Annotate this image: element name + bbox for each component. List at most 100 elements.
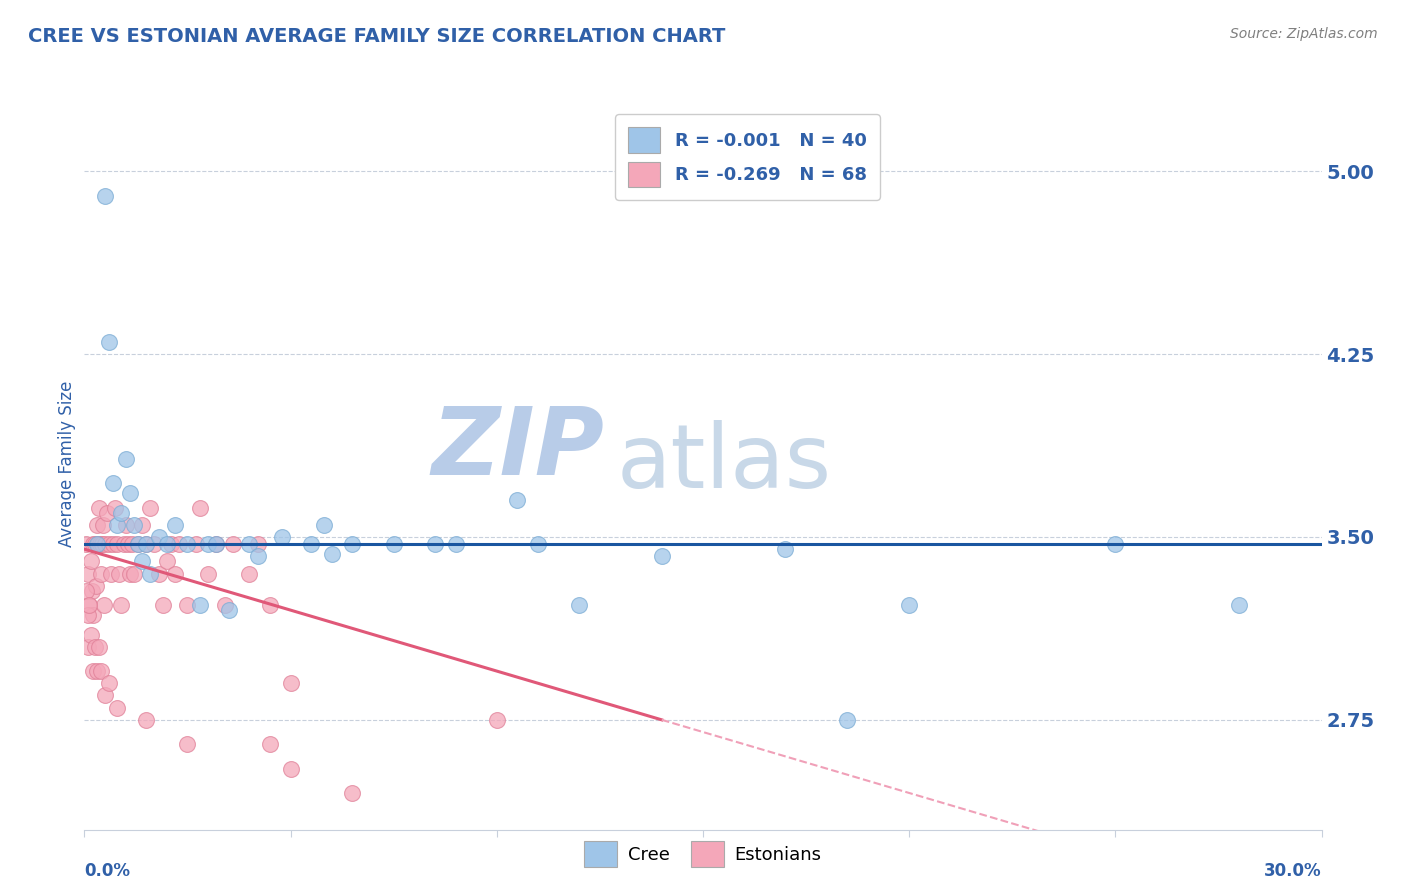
Point xyxy=(121,537,143,551)
Point xyxy=(91,517,114,532)
Point xyxy=(117,537,139,551)
Point xyxy=(139,566,162,581)
Point xyxy=(156,554,179,568)
Point xyxy=(280,676,302,690)
Point xyxy=(103,476,125,491)
Point xyxy=(342,786,364,800)
Point xyxy=(135,537,157,551)
Point xyxy=(165,566,187,581)
Point xyxy=(80,583,103,598)
Point xyxy=(105,700,128,714)
Point xyxy=(98,537,121,551)
Legend: Cree, Estonians: Cree, Estonians xyxy=(578,834,828,874)
Point xyxy=(222,537,245,551)
Point xyxy=(94,188,117,202)
Point xyxy=(238,566,260,581)
Point xyxy=(83,640,105,654)
Point xyxy=(568,599,591,613)
Point xyxy=(79,599,101,613)
Point xyxy=(76,607,98,622)
Point xyxy=(118,486,141,500)
Point xyxy=(152,599,174,613)
Point xyxy=(176,537,198,551)
Point xyxy=(105,537,128,551)
Point xyxy=(167,537,190,551)
Point xyxy=(259,599,281,613)
Point xyxy=(79,554,101,568)
Point xyxy=(382,537,405,551)
Point xyxy=(98,676,121,690)
Point xyxy=(188,599,211,613)
Point xyxy=(82,664,104,678)
Point xyxy=(775,542,797,557)
Point xyxy=(75,537,97,551)
Point xyxy=(423,537,446,551)
Point xyxy=(90,566,112,581)
Point xyxy=(79,627,101,641)
Point xyxy=(197,566,219,581)
Text: ZIP: ZIP xyxy=(432,403,605,495)
Text: 0.0%: 0.0% xyxy=(84,863,131,880)
Point xyxy=(131,517,153,532)
Point xyxy=(214,599,236,613)
Point xyxy=(342,537,364,551)
Point xyxy=(246,549,269,564)
Point xyxy=(112,537,135,551)
Point xyxy=(218,603,240,617)
Point xyxy=(444,537,467,551)
Point xyxy=(184,537,207,551)
Point xyxy=(98,334,121,349)
Point xyxy=(837,713,859,727)
Point xyxy=(160,537,183,551)
Point xyxy=(527,537,550,551)
Point xyxy=(280,762,302,776)
Point xyxy=(94,537,117,551)
Point xyxy=(93,599,115,613)
Point xyxy=(143,537,166,551)
Text: atlas: atlas xyxy=(616,420,831,508)
Point xyxy=(84,579,107,593)
Point xyxy=(110,599,132,613)
Point xyxy=(197,537,219,551)
Point xyxy=(238,537,260,551)
Point xyxy=(103,537,125,551)
Point xyxy=(898,599,921,613)
Point xyxy=(156,537,179,551)
Point xyxy=(90,537,112,551)
Point xyxy=(108,566,131,581)
Point xyxy=(79,599,101,613)
Text: Source: ZipAtlas.com: Source: ZipAtlas.com xyxy=(1230,27,1378,41)
Point xyxy=(87,500,110,515)
Point xyxy=(94,689,117,703)
Point xyxy=(205,537,228,551)
Point xyxy=(321,547,343,561)
Point xyxy=(1227,599,1250,613)
Point xyxy=(506,493,529,508)
Point xyxy=(82,607,104,622)
Point xyxy=(246,537,269,551)
Point xyxy=(86,517,108,532)
Point xyxy=(77,566,100,581)
Point xyxy=(90,664,112,678)
Point xyxy=(205,537,228,551)
Point xyxy=(82,537,104,551)
Point xyxy=(96,506,118,520)
Point xyxy=(105,517,128,532)
Point xyxy=(148,566,170,581)
Point xyxy=(165,517,187,532)
Point xyxy=(131,554,153,568)
Point xyxy=(127,537,149,551)
Point xyxy=(100,566,122,581)
Point xyxy=(299,537,322,551)
Point xyxy=(1104,537,1126,551)
Point xyxy=(86,537,108,551)
Point xyxy=(86,664,108,678)
Point xyxy=(135,537,157,551)
Point xyxy=(139,500,162,515)
Point xyxy=(259,737,281,751)
Text: CREE VS ESTONIAN AVERAGE FAMILY SIZE CORRELATION CHART: CREE VS ESTONIAN AVERAGE FAMILY SIZE COR… xyxy=(28,27,725,45)
Point xyxy=(87,640,110,654)
Point xyxy=(118,566,141,581)
Point xyxy=(114,517,136,532)
Point xyxy=(127,537,149,551)
